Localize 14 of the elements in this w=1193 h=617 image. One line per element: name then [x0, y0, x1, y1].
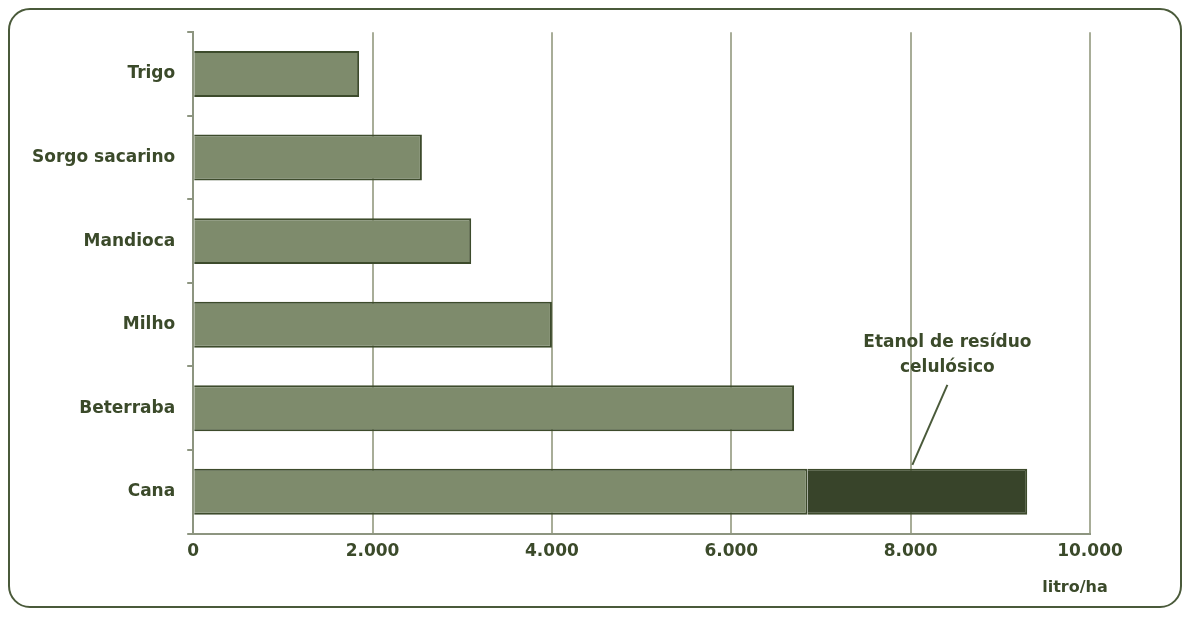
x-tick-label: 10.000 — [1057, 540, 1123, 561]
x-tick-label: 4.000 — [525, 540, 579, 561]
x-tick-label: 8.000 — [883, 540, 938, 561]
y-tick-label: Trigo — [127, 62, 176, 83]
y-tick-label: Milho — [122, 313, 176, 334]
y-tick-label: Sorgo sacarino — [31, 145, 176, 166]
x-tick-label: 6.000 — [704, 540, 759, 561]
x-axis-title: litro/ha — [1042, 577, 1108, 596]
x-tick-label: 0 — [187, 540, 200, 561]
text: Etanol de resíduo celulósico — [863, 330, 1032, 376]
y-tick-label: Cana — [127, 480, 176, 501]
y-tick-label: Beterraba — [79, 396, 176, 417]
y-tick-label: Mandioca — [83, 229, 176, 250]
x-tick-label: 2.000 — [345, 540, 400, 561]
